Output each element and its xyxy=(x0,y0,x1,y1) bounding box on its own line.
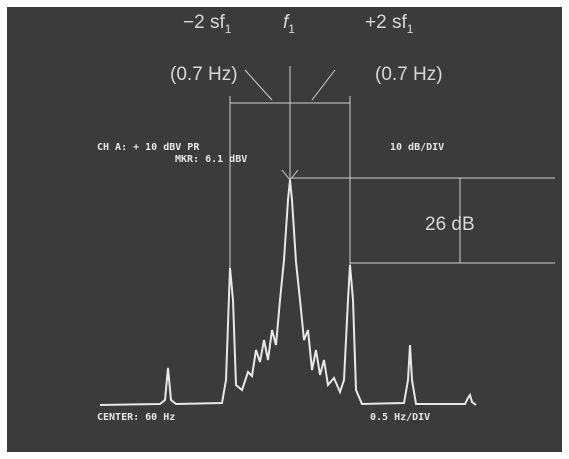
plus-freq: (0.7 Hz) xyxy=(375,64,443,85)
minus-freq: (0.7 Hz) xyxy=(170,64,238,85)
minus-label: −2 sf1 xyxy=(183,12,232,36)
span-readout: 0.5 Hz/DIV xyxy=(370,412,430,423)
screen-background xyxy=(7,7,562,452)
figure: −2 sf1 (0.7 Hz) f1 +2 sf1 (0.7 Hz) 26 dB… xyxy=(0,0,569,459)
plus-label: +2 sf1 xyxy=(365,12,414,36)
scale-readout: 10 dB/DIV xyxy=(390,142,444,153)
marker-readout: MKR: 6.1 dBV xyxy=(175,154,247,165)
center-readout: CENTER: 60 Hz xyxy=(97,412,175,423)
channel-readout: CH A: + 10 dBV PR xyxy=(97,142,200,153)
level-label: 26 dB xyxy=(425,214,475,235)
